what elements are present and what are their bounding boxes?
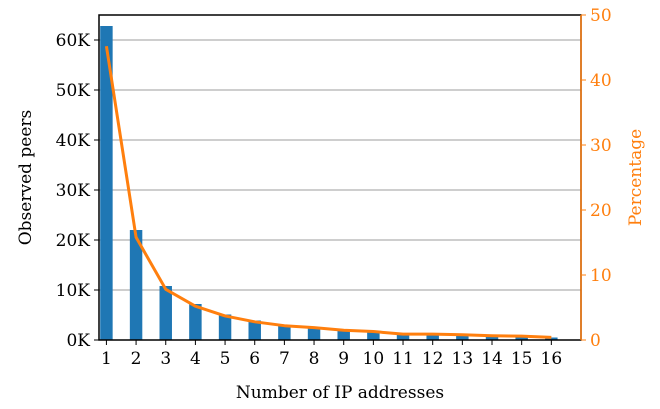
x-tick-label: 6 xyxy=(249,349,260,369)
x-tick-label: 7 xyxy=(279,349,290,369)
y-tick-label: 50K xyxy=(56,81,91,101)
bar xyxy=(307,327,321,340)
x-tick-label: 11 xyxy=(392,349,414,369)
bar xyxy=(485,335,499,340)
x-tick-label: 14 xyxy=(481,349,503,369)
x-tick-label: 3 xyxy=(160,349,171,369)
x-tick-label: 9 xyxy=(338,349,349,369)
bar-series xyxy=(100,26,558,340)
bar xyxy=(337,329,350,340)
line-series xyxy=(104,45,552,339)
y-tick-label: 20K xyxy=(56,231,91,251)
y-right-tick-label: 0 xyxy=(590,331,601,351)
bar xyxy=(100,26,113,340)
y-right-tick-label: 20 xyxy=(590,201,612,221)
y-right-tick-label: 30 xyxy=(590,136,612,156)
bar xyxy=(545,337,558,340)
bar xyxy=(248,320,261,340)
y-axis-right-title: Percentage xyxy=(626,129,646,226)
y-tick-label: 60K xyxy=(56,31,91,51)
y-tick-label: 40K xyxy=(56,131,91,151)
x-tick-label: 4 xyxy=(190,349,201,369)
y-right-tick-label: 40 xyxy=(590,71,612,91)
y-tick-label: 10K xyxy=(56,281,91,301)
bar xyxy=(396,333,410,340)
bar xyxy=(456,334,469,340)
y-right-tick-label: 50 xyxy=(590,6,612,26)
bar xyxy=(159,286,172,340)
x-tick-label: 16 xyxy=(541,349,563,369)
y-tick-label: 30K xyxy=(56,181,91,201)
x-tick-label: 15 xyxy=(511,349,533,369)
y-axis-title: Observed peers xyxy=(16,110,36,246)
grid xyxy=(99,39,581,291)
x-axis-title: Number of IP addresses xyxy=(236,383,444,403)
x-tick-label: 1 xyxy=(101,349,112,369)
bar xyxy=(367,331,380,340)
bar xyxy=(278,325,291,340)
y-right-tick-label: 10 xyxy=(590,266,612,286)
bar xyxy=(189,304,202,340)
percentage-line xyxy=(104,45,552,339)
x-tick-label: 13 xyxy=(452,349,474,369)
x-tick-label: 2 xyxy=(131,349,142,369)
x-tick-label: 12 xyxy=(422,349,444,369)
bar xyxy=(426,333,439,340)
bar xyxy=(129,230,143,340)
bar xyxy=(515,335,528,340)
x-tick-label: 5 xyxy=(220,349,231,369)
x-tick-label: 8 xyxy=(309,349,320,369)
bar xyxy=(218,314,232,340)
y-tick-label: 0K xyxy=(66,331,90,351)
x-tick-label: 10 xyxy=(363,349,385,369)
